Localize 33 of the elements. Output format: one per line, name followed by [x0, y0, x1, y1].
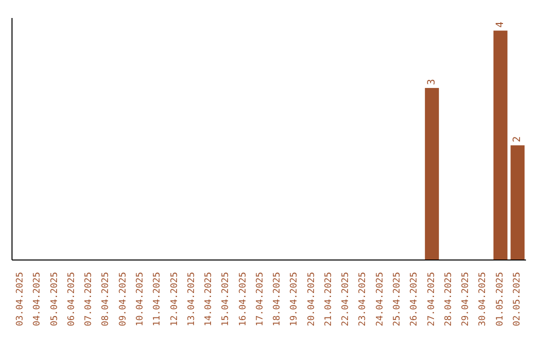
x-tick-label: 14.04.2025 [204, 272, 214, 326]
x-tick-label: 09.04.2025 [118, 272, 128, 326]
x-tick-label: 08.04.2025 [101, 272, 112, 326]
x-tick-label: 23.04.2025 [358, 272, 368, 326]
x-tick-label: 19.04.2025 [290, 272, 300, 326]
x-tick-label: 16.04.2025 [238, 272, 248, 326]
data-label: 2 [512, 136, 524, 142]
data-label: 3 [426, 78, 438, 85]
data-label: 4 [494, 22, 506, 28]
x-tick-label: 25.04.2025 [392, 272, 402, 326]
x-tick-label: 04.04.2025 [32, 272, 43, 326]
x-tick-label: 17.04.2025 [255, 272, 266, 326]
x-tick-label: 22.04.2025 [341, 272, 352, 326]
x-tick-label: 10.04.2025 [136, 272, 146, 326]
x-tick-label: 27.04.2025 [426, 272, 437, 326]
x-tick-label: 24.04.2025 [375, 272, 386, 326]
x-tick-label: 20.04.2025 [306, 272, 317, 326]
x-tick-label: 01.05.2025 [495, 272, 506, 326]
x-tick-label: 26.04.2025 [410, 272, 420, 326]
x-tick-label: 06.04.2025 [66, 272, 77, 326]
x-tick-label: 30.04.2025 [478, 272, 488, 326]
x-tick-label: 11.04.2025 [152, 272, 163, 326]
x-tick-label: 12.04.2025 [170, 272, 180, 326]
x-tick-label: 05.04.2025 [50, 272, 60, 326]
x-tick-label: 21.04.2025 [324, 272, 334, 326]
x-tick-label: 28.04.2025 [444, 272, 454, 326]
x-tick-label: 07.04.2025 [84, 272, 94, 326]
x-tick-label: 15.04.2025 [221, 272, 232, 326]
x-tick-label: 02.05.2025 [512, 272, 522, 326]
x-tick-label: 13.04.2025 [186, 272, 197, 326]
x-tick-label: 03.04.2025 [16, 272, 26, 326]
x-tick-label: 29.04.2025 [461, 272, 472, 326]
x-tick-label: 18.04.2025 [272, 272, 283, 326]
